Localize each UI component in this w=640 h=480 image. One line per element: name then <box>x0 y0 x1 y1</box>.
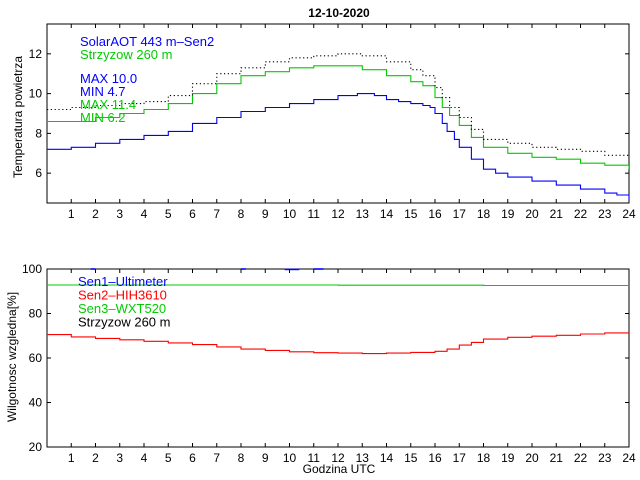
1-legend-text: Sen2–HIH3610 <box>78 288 167 303</box>
1-x-tick-label: 1 <box>68 451 75 465</box>
0-x-tick-label: 7 <box>213 207 220 221</box>
0-legend-text: SolarAOT 443 m–Sen2 <box>80 34 214 49</box>
0-legend-text: MAX 11.4 <box>80 97 136 112</box>
1-legend-text: Sen1–Ultimeter <box>78 274 168 289</box>
0-x-tick-label: 8 <box>238 207 245 221</box>
0-x-tick-label: 24 <box>622 207 636 221</box>
chart-title: 12-10-2020 <box>308 6 370 20</box>
1-y-tick-label: 40 <box>29 396 43 410</box>
0-x-tick-label: 22 <box>574 207 588 221</box>
0-legend-text: MIN 4.7 <box>80 84 126 99</box>
1-x-tick-label: 11 <box>308 451 321 465</box>
0-x-tick-label: 14 <box>380 207 394 221</box>
0-x-tick-label: 12 <box>331 207 345 221</box>
temperature-y-axis-label: Temperatura powietrza <box>11 56 25 178</box>
0-x-tick-label: 1 <box>68 207 75 221</box>
1-x-tick-label: 12 <box>331 451 345 465</box>
1-x-tick-label: 15 <box>404 451 418 465</box>
1-x-tick-label: 2 <box>92 451 99 465</box>
0-y-tick-label: 10 <box>29 87 43 101</box>
0-x-tick-label: 18 <box>477 207 491 221</box>
1-x-tick-label: 18 <box>477 451 491 465</box>
0-x-tick-label: 6 <box>189 207 196 221</box>
1-x-tick-label: 13 <box>356 451 370 465</box>
humidity-y-axis-label: Wilgotnosc wzgledna[%] <box>5 292 19 422</box>
1-x-tick-label: 22 <box>574 451 588 465</box>
0-x-tick-label: 9 <box>262 207 269 221</box>
x-axis-label: Godzina UTC <box>303 462 376 476</box>
1-series-2-line <box>47 332 629 355</box>
1-series-1-line <box>47 284 629 287</box>
0-x-tick-label: 2 <box>92 207 99 221</box>
1-x-tick-label: 14 <box>380 451 394 465</box>
1-x-tick-label: 4 <box>141 451 148 465</box>
1-legend-text: Strzyzow 260 m <box>78 315 170 330</box>
0-y-tick-label: 12 <box>29 47 43 61</box>
0-x-tick-label: 10 <box>283 207 297 221</box>
1-x-tick-label: 9 <box>262 451 269 465</box>
0-legend-text: MIN 6.2 <box>80 110 126 125</box>
0-x-tick-label: 15 <box>404 207 418 221</box>
0-legend-text: Strzyzow 260 m <box>80 47 172 62</box>
1-x-tick-label: 7 <box>213 451 220 465</box>
0-x-tick-label: 20 <box>525 207 539 221</box>
humidity-panel: 1 2 3 4 5 6 7 8 9 10 11 12 13 14 15 16 17 18 19 20 21 22 23 242… <box>22 262 636 465</box>
0-x-tick-label: 17 <box>453 207 467 221</box>
0-x-tick-label: 13 <box>356 207 370 221</box>
0-x-tick-label: 19 <box>501 207 515 221</box>
0-y-tick-label: 6 <box>35 166 42 180</box>
0-y-tick-label: 8 <box>35 126 42 140</box>
1-y-tick-label: 60 <box>29 351 43 365</box>
1-y-tick-label: 80 <box>29 307 43 321</box>
0-series-0-line <box>47 93 629 199</box>
1-x-tick-label: 10 <box>283 451 297 465</box>
1-x-tick-label: 23 <box>598 451 612 465</box>
0-x-tick-label: 16 <box>428 207 442 221</box>
temperature-panel: 1 2 3 4 5 6 7 8 9 10 11 12 13 14 15 16 17 18 19 20 21 22 23 246… <box>29 23 636 221</box>
1-legend-text: Sen3–WXT520 <box>78 301 166 316</box>
1-x-tick-label: 8 <box>238 451 245 465</box>
1-y-tick-label: 20 <box>29 440 43 454</box>
0-series-2-line <box>47 53 629 156</box>
1-x-tick-label: 3 <box>116 451 123 465</box>
1-x-tick-label: 17 <box>453 451 467 465</box>
0-x-tick-label: 21 <box>550 207 564 221</box>
0-x-tick-label: 5 <box>165 207 172 221</box>
0-x-tick-label: 4 <box>141 207 148 221</box>
1-x-tick-label: 5 <box>165 451 172 465</box>
1-x-tick-label: 21 <box>550 451 564 465</box>
1-x-tick-label: 20 <box>525 451 539 465</box>
1-x-tick-label: 16 <box>428 451 442 465</box>
0-x-tick-label: 23 <box>598 207 612 221</box>
1-x-tick-label: 6 <box>189 451 196 465</box>
0-series-1-line <box>47 65 629 170</box>
1-x-tick-label: 24 <box>622 451 636 465</box>
0-legend-text: MAX 10.0 <box>80 71 137 86</box>
0-x-tick-label: 3 <box>116 207 123 221</box>
1-y-tick-label: 100 <box>22 262 42 276</box>
1-x-tick-label: 19 <box>501 451 515 465</box>
0-x-tick-label: 11 <box>308 207 321 221</box>
